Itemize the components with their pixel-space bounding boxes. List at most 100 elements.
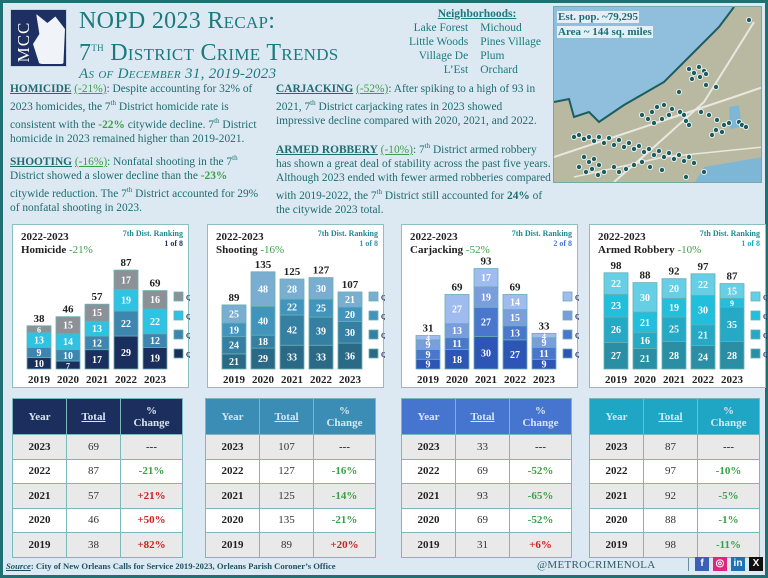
segment-label: 11 [452, 339, 461, 350]
incident-marker [685, 66, 692, 73]
bar-segment-q4 [142, 290, 168, 310]
social-handle[interactable]: @METROCRIMENOLA [537, 559, 656, 571]
legend-item-q4: Q4 [562, 291, 579, 302]
total-label: 69 [510, 281, 522, 293]
segment-label: 15 [510, 313, 520, 324]
carjacking-summary: CARJACKING (-52%): After spiking to a hi… [276, 83, 537, 127]
incident-marker [700, 168, 707, 175]
table-row: 2021 92 -5% [589, 483, 760, 509]
segment-label: 48 [258, 285, 268, 296]
segment-label: 18 [452, 355, 462, 366]
district-map: Est. pop. ~79,295 Area ~ 144 sq. miles [553, 6, 762, 183]
bar-segment-q1 [473, 336, 499, 370]
map-info: Est. pop. ~79,295 Area ~ 144 sq. miles [557, 10, 653, 40]
segment-label: 14 [63, 337, 73, 348]
segment-label: 18 [258, 337, 268, 348]
year-cell: 2019 [401, 532, 456, 558]
shooting-summary: SHOOTING (-16%): Nonfatal shooting in th… [10, 154, 259, 214]
district-ranking: 7th Dist. Ranking 1 of 8 [317, 229, 378, 248]
column-header: % Change [509, 398, 572, 435]
incident-marker [702, 71, 709, 78]
bar-segment-q2 [308, 316, 334, 346]
chart-period: 2022-2023 [216, 231, 264, 243]
total-cell: 88 [643, 507, 698, 533]
table-row: 2019 89 +20% [205, 532, 376, 558]
year-cell: 2019 [589, 532, 644, 558]
segment-label: 19 [150, 354, 160, 365]
legend-item-q1: Q1 [368, 348, 385, 359]
legend-item-q4: Q4 [368, 291, 385, 302]
legend-label: Q2 [381, 332, 385, 340]
segment-label: 15 [727, 286, 737, 297]
segment-label: 12 [150, 336, 160, 347]
legend-item-q2: Q2 [562, 329, 579, 340]
title-line-2: 7th District Crime Trends [79, 39, 339, 66]
table-row: 2020 135 -21% [205, 507, 376, 533]
incident-marker [742, 124, 749, 131]
table-row: 2023 87 --- [589, 434, 760, 460]
neighborhood: Little Woods [408, 36, 469, 48]
table-row: 2020 46 +50% [12, 507, 183, 533]
segment-label: 36 [345, 352, 355, 363]
change-cell: -16% [313, 458, 376, 484]
x-tick-label: 2019 [417, 374, 440, 386]
total-label: 87 [121, 257, 133, 269]
incident-marker [651, 120, 658, 127]
legend-swatch [368, 310, 379, 321]
legend-swatch [750, 310, 761, 321]
table-row: 2023 107 --- [205, 434, 376, 460]
table-row: 2020 69 -52% [401, 507, 572, 533]
year-cell: 2023 [12, 434, 67, 460]
legend-swatch [368, 291, 379, 302]
column-header: Year [205, 398, 260, 435]
segment-label: 9 [542, 338, 547, 349]
incident-marker [666, 112, 673, 119]
year-cell: 2021 [589, 483, 644, 509]
incident-marker [688, 76, 695, 83]
total-label: 98 [611, 260, 623, 272]
bar-group-2021: 33 42 22 28 [279, 278, 305, 370]
incident-marker [601, 139, 608, 146]
bar-segment-q2 [279, 314, 305, 346]
table-header-row: Year Total% Change [12, 398, 183, 435]
segment-label: 22 [698, 280, 708, 291]
total-cell: 93 [455, 483, 510, 509]
neighborhood: Pines Village [480, 36, 541, 48]
linkedin-icon[interactable]: in [731, 557, 745, 571]
x-icon[interactable]: X [749, 557, 763, 571]
bar-segment-q1 [603, 342, 629, 370]
year-cell: 2021 [205, 483, 260, 509]
incident-marker [690, 70, 697, 77]
incident-markers [570, 16, 752, 180]
facebook-icon[interactable]: f [695, 557, 709, 571]
stacked-bar-chart: 27 26 23 22 98 2019 21 16 21 30 88 2020 28 25 19 20 92 20… [603, 260, 767, 386]
page-title: NOPD 2023 Recap: 7th District Crime Tren… [79, 9, 339, 83]
bar-segment-q2 [603, 316, 629, 343]
incident-marker [606, 134, 613, 141]
legend-swatch [750, 348, 761, 359]
total-cell: 89 [259, 532, 314, 558]
segment-label: 9 [426, 340, 431, 351]
neighborhood: Michoud [480, 22, 522, 34]
segment-label: 16 [640, 336, 650, 347]
table-row: 2023 33 --- [401, 434, 572, 460]
table-row: 2019 31 +6% [401, 532, 572, 558]
legend-label: Q3 [575, 313, 579, 321]
segment-label: 24 [698, 353, 708, 364]
incident-marker [586, 158, 593, 165]
population: Est. pop. ~79,295 [557, 11, 639, 23]
total-label: 92 [669, 266, 681, 278]
bar-group-2019: 27 26 23 22 [603, 272, 629, 370]
instagram-icon[interactable]: ◎ [713, 557, 727, 571]
change-cell: --- [120, 434, 183, 460]
total-label: 57 [92, 291, 104, 303]
mcc-logo: MCC [10, 9, 67, 67]
column-header: Year [12, 398, 67, 435]
incident-marker [623, 165, 630, 172]
legend-swatch [173, 291, 184, 302]
year-cell: 2023 [589, 434, 644, 460]
segment-label: 20 [669, 284, 679, 295]
segment-label: 27 [611, 351, 621, 362]
incident-marker [685, 122, 692, 129]
